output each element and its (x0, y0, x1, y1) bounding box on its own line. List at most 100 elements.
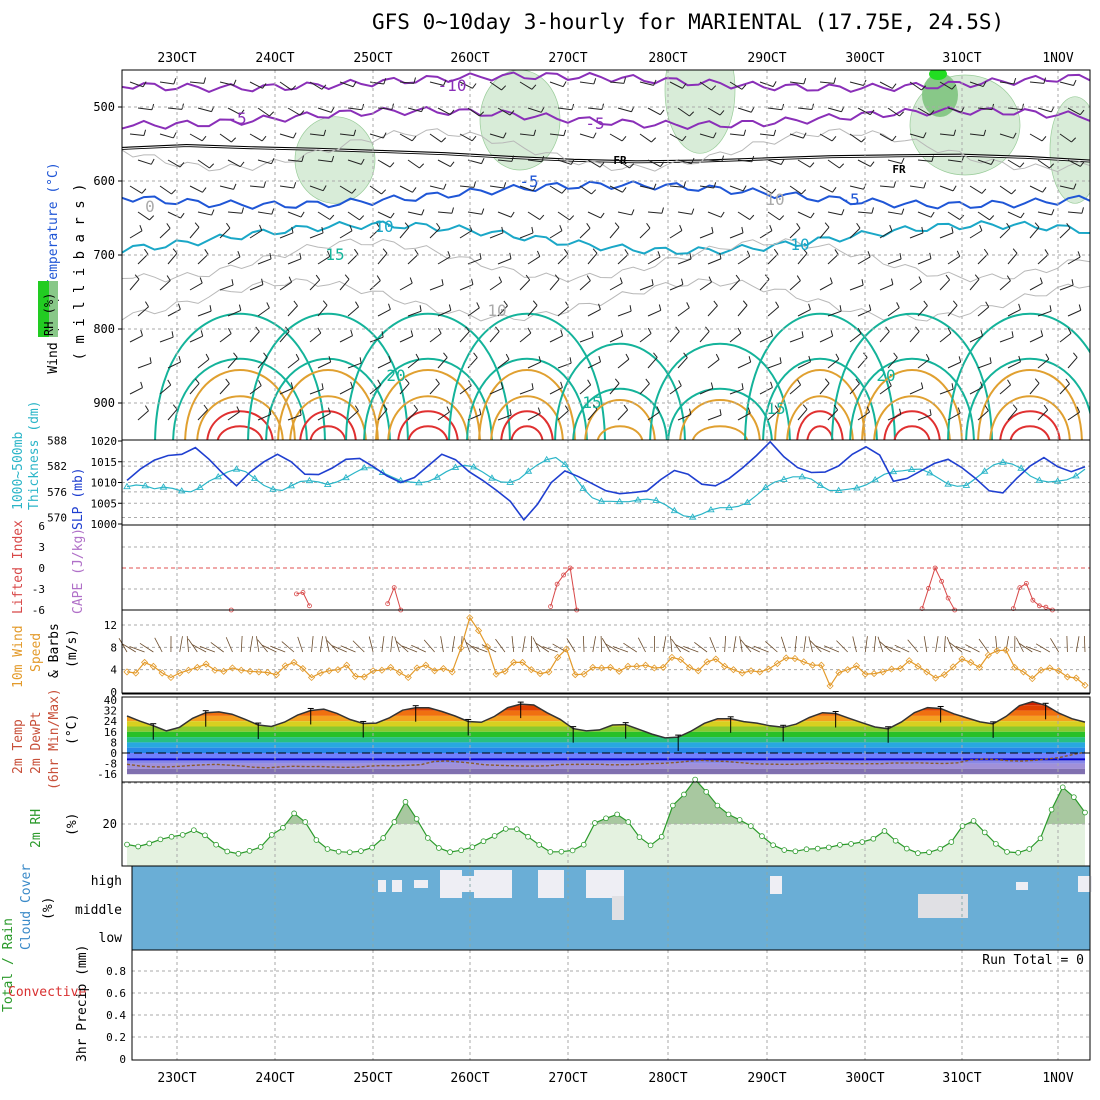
wind-barb (527, 107, 542, 113)
wind-barb-flag (562, 81, 567, 87)
contour-20 (584, 399, 656, 440)
wind-barb-flag (982, 81, 987, 87)
thickness-point (907, 465, 916, 472)
wind-barb (1037, 159, 1050, 169)
wind-barb (197, 358, 210, 369)
wind-barb-flag (421, 209, 425, 216)
wind-barb-flag (599, 162, 605, 168)
wind-barb (917, 211, 932, 218)
thickness-point (999, 458, 1007, 465)
wind-barb (707, 258, 722, 265)
wind-barb (339, 335, 353, 343)
temp-y-tick: 16 (104, 726, 117, 739)
temp-y-tick: 32 (104, 705, 117, 718)
top-axis-label: 27OCT (548, 51, 587, 66)
wind-barb-flag (952, 185, 957, 192)
wind-barb (849, 284, 864, 291)
thickness-point (707, 505, 715, 513)
wind-barb (219, 81, 234, 86)
wind-barb-flag (149, 357, 152, 364)
wind-barb-flag (951, 383, 954, 390)
wind-barb (857, 309, 871, 317)
wind-barb (309, 279, 321, 291)
wind-barb-flag (202, 187, 207, 193)
wind-barb (699, 81, 712, 91)
wind-barb-flag (389, 162, 395, 168)
wind-barb (257, 107, 270, 117)
wind-barb-flag (299, 252, 302, 259)
wind-barb-flag (743, 129, 747, 136)
wind-barb (909, 281, 922, 291)
wind-barb (699, 133, 714, 139)
wind-barb-flag (1071, 137, 1077, 143)
wind-speed-point (932, 674, 940, 682)
wind-barb (219, 284, 234, 291)
wind-barb (789, 336, 804, 343)
wind-barb-flag (328, 356, 332, 363)
wind-barb-flag (802, 248, 808, 254)
wind10-barb (472, 645, 488, 653)
wind-barb-flag (689, 253, 692, 260)
minmax-label: (6hr Min/Max) (47, 688, 62, 790)
wind-barb (1029, 133, 1043, 142)
bottom-axis-label: 29OCT (747, 1071, 786, 1086)
wind-barb (167, 252, 178, 265)
rh-point (135, 843, 141, 850)
wind-barb-flag (622, 187, 627, 193)
wind10-barb (257, 639, 268, 653)
wind-barb (227, 107, 241, 116)
wind-barb-flag (233, 352, 238, 358)
thickness-point (232, 465, 241, 472)
wind-barb (257, 357, 268, 369)
wind-barb (939, 133, 954, 137)
wind10-barb (566, 638, 576, 653)
rh-point (358, 848, 364, 854)
wind-barb (189, 185, 203, 193)
rh-point (335, 848, 342, 855)
wind-speed-point (606, 663, 614, 671)
wind-barb (767, 306, 779, 317)
wind-barb-flag (896, 302, 900, 308)
wind-barb (407, 107, 422, 113)
wind-barb-flag (983, 248, 989, 255)
wind-barb-flag (352, 81, 357, 87)
wind-barb-flag (404, 378, 410, 384)
wind10-barb (955, 646, 971, 653)
rh-point (781, 847, 788, 853)
wind-barb-flag (1013, 77, 1017, 85)
wind-barb (437, 411, 450, 421)
wind-barb (827, 107, 842, 113)
wind-barb (969, 133, 984, 137)
wind10-barb (877, 636, 884, 653)
rh-point (157, 836, 164, 843)
wind-barb-flag (824, 378, 830, 384)
wind-barb-flag (1020, 212, 1025, 219)
wind-barb (1007, 309, 1021, 317)
wind10-barb (440, 636, 444, 653)
wind-barb (827, 409, 839, 421)
wind-barb (369, 227, 381, 239)
wind-barb (1037, 107, 1052, 113)
wind-barb-flag (563, 248, 569, 255)
wind-barb-flag (359, 357, 362, 364)
wind-barb (167, 107, 182, 110)
wind-speed-point (554, 653, 562, 661)
wind-speed-point (1072, 674, 1080, 682)
lifted-index-point (391, 585, 397, 590)
wind-barb (287, 414, 302, 421)
wind-barb (759, 387, 773, 395)
wind-barb-flag (166, 223, 171, 229)
wind-speed-point (677, 656, 685, 664)
wind-speed-point (685, 663, 694, 671)
upper-y-label: ( m i l l i b a r s ) (72, 183, 88, 360)
rh-y-tick: 20 (103, 817, 117, 831)
contour-15 (247, 312, 409, 440)
wind-barb-flag (711, 85, 717, 91)
wind-barb-flag (831, 136, 837, 142)
wind10-barb (139, 642, 154, 653)
wind-barb-flag (742, 300, 748, 306)
freeze-band (127, 758, 1085, 761)
wind-barb (729, 332, 742, 343)
wind-barb (677, 211, 692, 215)
wind10-barb (965, 644, 980, 653)
